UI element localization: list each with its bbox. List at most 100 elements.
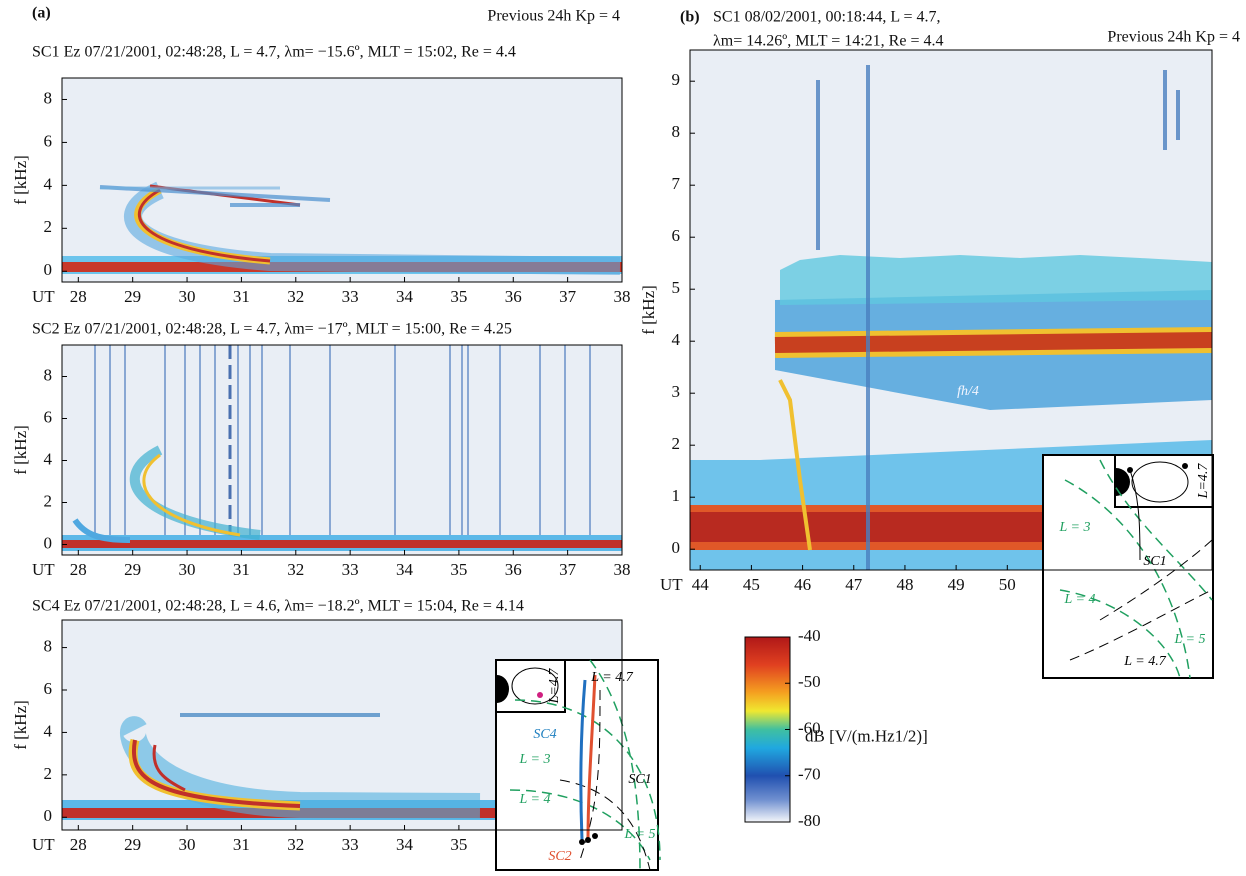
- annotation: L = 3: [1059, 520, 1091, 535]
- panel-subtitle: λm= 14.26º, MLT = 14:21, Re = 4.4: [713, 33, 943, 50]
- x-tick-label: 32: [287, 560, 304, 579]
- x-tick-label: 31: [233, 835, 250, 854]
- y-tick-label: 6: [44, 679, 53, 698]
- x-tick-label: 35: [450, 835, 467, 854]
- x-tick-label: 48: [896, 575, 913, 594]
- x-tick-label: 37: [559, 560, 577, 579]
- y-tick-label: 4: [672, 330, 681, 349]
- colorbar-tick-label: -70: [798, 765, 821, 784]
- x-tick-label: 30: [179, 835, 196, 854]
- x-tick-label: 34: [396, 287, 414, 306]
- annotation: fh/4: [957, 384, 979, 399]
- y-tick-label: 2: [44, 217, 53, 236]
- x-tick-label: 34: [396, 835, 414, 854]
- annotation: SC1: [1143, 554, 1166, 569]
- x-tick-label: 30: [179, 560, 196, 579]
- colorbar-label: dB [V/(m.Hz1/2)]: [805, 726, 928, 745]
- x-tick-label: 38: [614, 287, 631, 306]
- x-tick-label: 28: [70, 560, 87, 579]
- plot-frame: [61, 619, 623, 831]
- x-tick-label: 29: [124, 835, 141, 854]
- panel-title: SC1 Ez 07/21/2001, 02:48:28, L = 4.7, λm…: [32, 44, 516, 61]
- y-tick-label: 1: [672, 486, 681, 505]
- annotation: SC1: [628, 772, 651, 787]
- x-tick-label: 33: [342, 287, 359, 306]
- x-axis-label: UT: [32, 287, 55, 306]
- spectrogram-a1: [62, 78, 622, 282]
- x-tick-label: 32: [287, 287, 304, 306]
- panel-label: (a): [32, 5, 51, 22]
- x-axis-label: UT: [32, 835, 55, 854]
- annotation: L = 3: [519, 752, 551, 767]
- y-tick-label: 8: [44, 365, 53, 384]
- y-tick-label: 8: [44, 636, 53, 655]
- y-tick-label: 2: [672, 434, 681, 453]
- y-axis-label: f [kHz]: [11, 155, 30, 205]
- y-tick-label: 6: [672, 226, 681, 245]
- inset-b: [1042, 454, 1214, 679]
- plot-frame: [61, 77, 623, 283]
- colorbar-tick-label: -50: [798, 672, 821, 691]
- x-tick-label: 50: [999, 575, 1016, 594]
- y-tick-label: 0: [44, 533, 53, 552]
- y-tick-label: 6: [44, 407, 53, 426]
- y-tick-label: 6: [44, 131, 53, 150]
- annotation: L = 4: [519, 792, 551, 807]
- annotation: L = 4.7: [590, 670, 633, 685]
- kp-note: Previous 24h Kp = 4: [487, 8, 620, 25]
- annotation: L = 5: [624, 827, 656, 842]
- y-tick-label: 4: [44, 449, 53, 468]
- annotation: L = 5: [1174, 632, 1206, 647]
- x-tick-label: 44: [692, 575, 710, 594]
- x-tick-label: 28: [70, 835, 87, 854]
- x-tick-label: 29: [124, 560, 141, 579]
- y-tick-label: 2: [44, 764, 53, 783]
- x-axis-label: UT: [660, 575, 683, 594]
- y-tick-label: 5: [672, 278, 681, 297]
- x-tick-label: 47: [845, 575, 863, 594]
- plot-frame: [689, 49, 1213, 571]
- annotation: SC2: [548, 849, 571, 864]
- y-tick-label: 7: [672, 174, 681, 193]
- plot-frame: [61, 344, 623, 556]
- kp-note: Previous 24h Kp = 4: [1107, 29, 1240, 46]
- y-tick-label: 4: [44, 174, 53, 193]
- colorbar-tick-label: -40: [798, 626, 821, 645]
- x-tick-label: 38: [614, 560, 631, 579]
- spectrogram-a2: [62, 345, 622, 555]
- y-tick-label: 3: [672, 382, 681, 401]
- colorbar: [744, 636, 791, 823]
- annotation: L = 4.7: [1123, 654, 1166, 669]
- x-tick-label: 33: [342, 835, 359, 854]
- x-tick-label: 35: [450, 287, 467, 306]
- y-tick-label: 8: [672, 122, 681, 141]
- annotation: L = 4: [1064, 592, 1096, 607]
- y-tick-label: 9: [672, 70, 681, 89]
- panel-title: SC2 Ez 07/21/2001, 02:48:28, L = 4.7, λm…: [32, 321, 512, 338]
- y-tick-label: 0: [44, 260, 53, 279]
- panel-label: (b): [680, 9, 700, 26]
- y-tick-label: 2: [44, 491, 53, 510]
- annotation: L=4.7: [547, 668, 562, 705]
- x-tick-label: 49: [948, 575, 965, 594]
- y-axis-label: f [kHz]: [11, 700, 30, 750]
- colorbar-tick-label: -60: [798, 718, 821, 737]
- x-tick-label: 32: [287, 835, 304, 854]
- x-tick-label: 31: [233, 560, 250, 579]
- y-tick-label: 0: [672, 538, 681, 557]
- x-tick-label: 36: [505, 287, 522, 306]
- y-tick-label: 4: [44, 721, 53, 740]
- panel-title: SC1 08/02/2001, 00:18:44, L = 4.7,: [713, 9, 941, 26]
- inset-a3: [495, 659, 661, 871]
- x-tick-label: 31: [233, 287, 250, 306]
- x-tick-label: 29: [124, 287, 141, 306]
- x-tick-label: 37: [559, 287, 577, 306]
- x-tick-label: 33: [342, 560, 359, 579]
- panel-title: SC4 Ez 07/21/2001, 02:48:28, L = 4.6, λm…: [32, 598, 524, 615]
- x-tick-label: 34: [396, 560, 414, 579]
- y-tick-label: 8: [44, 88, 53, 107]
- x-tick-label: 28: [70, 287, 87, 306]
- annotation: SC4: [533, 727, 556, 742]
- x-axis-label: UT: [32, 560, 55, 579]
